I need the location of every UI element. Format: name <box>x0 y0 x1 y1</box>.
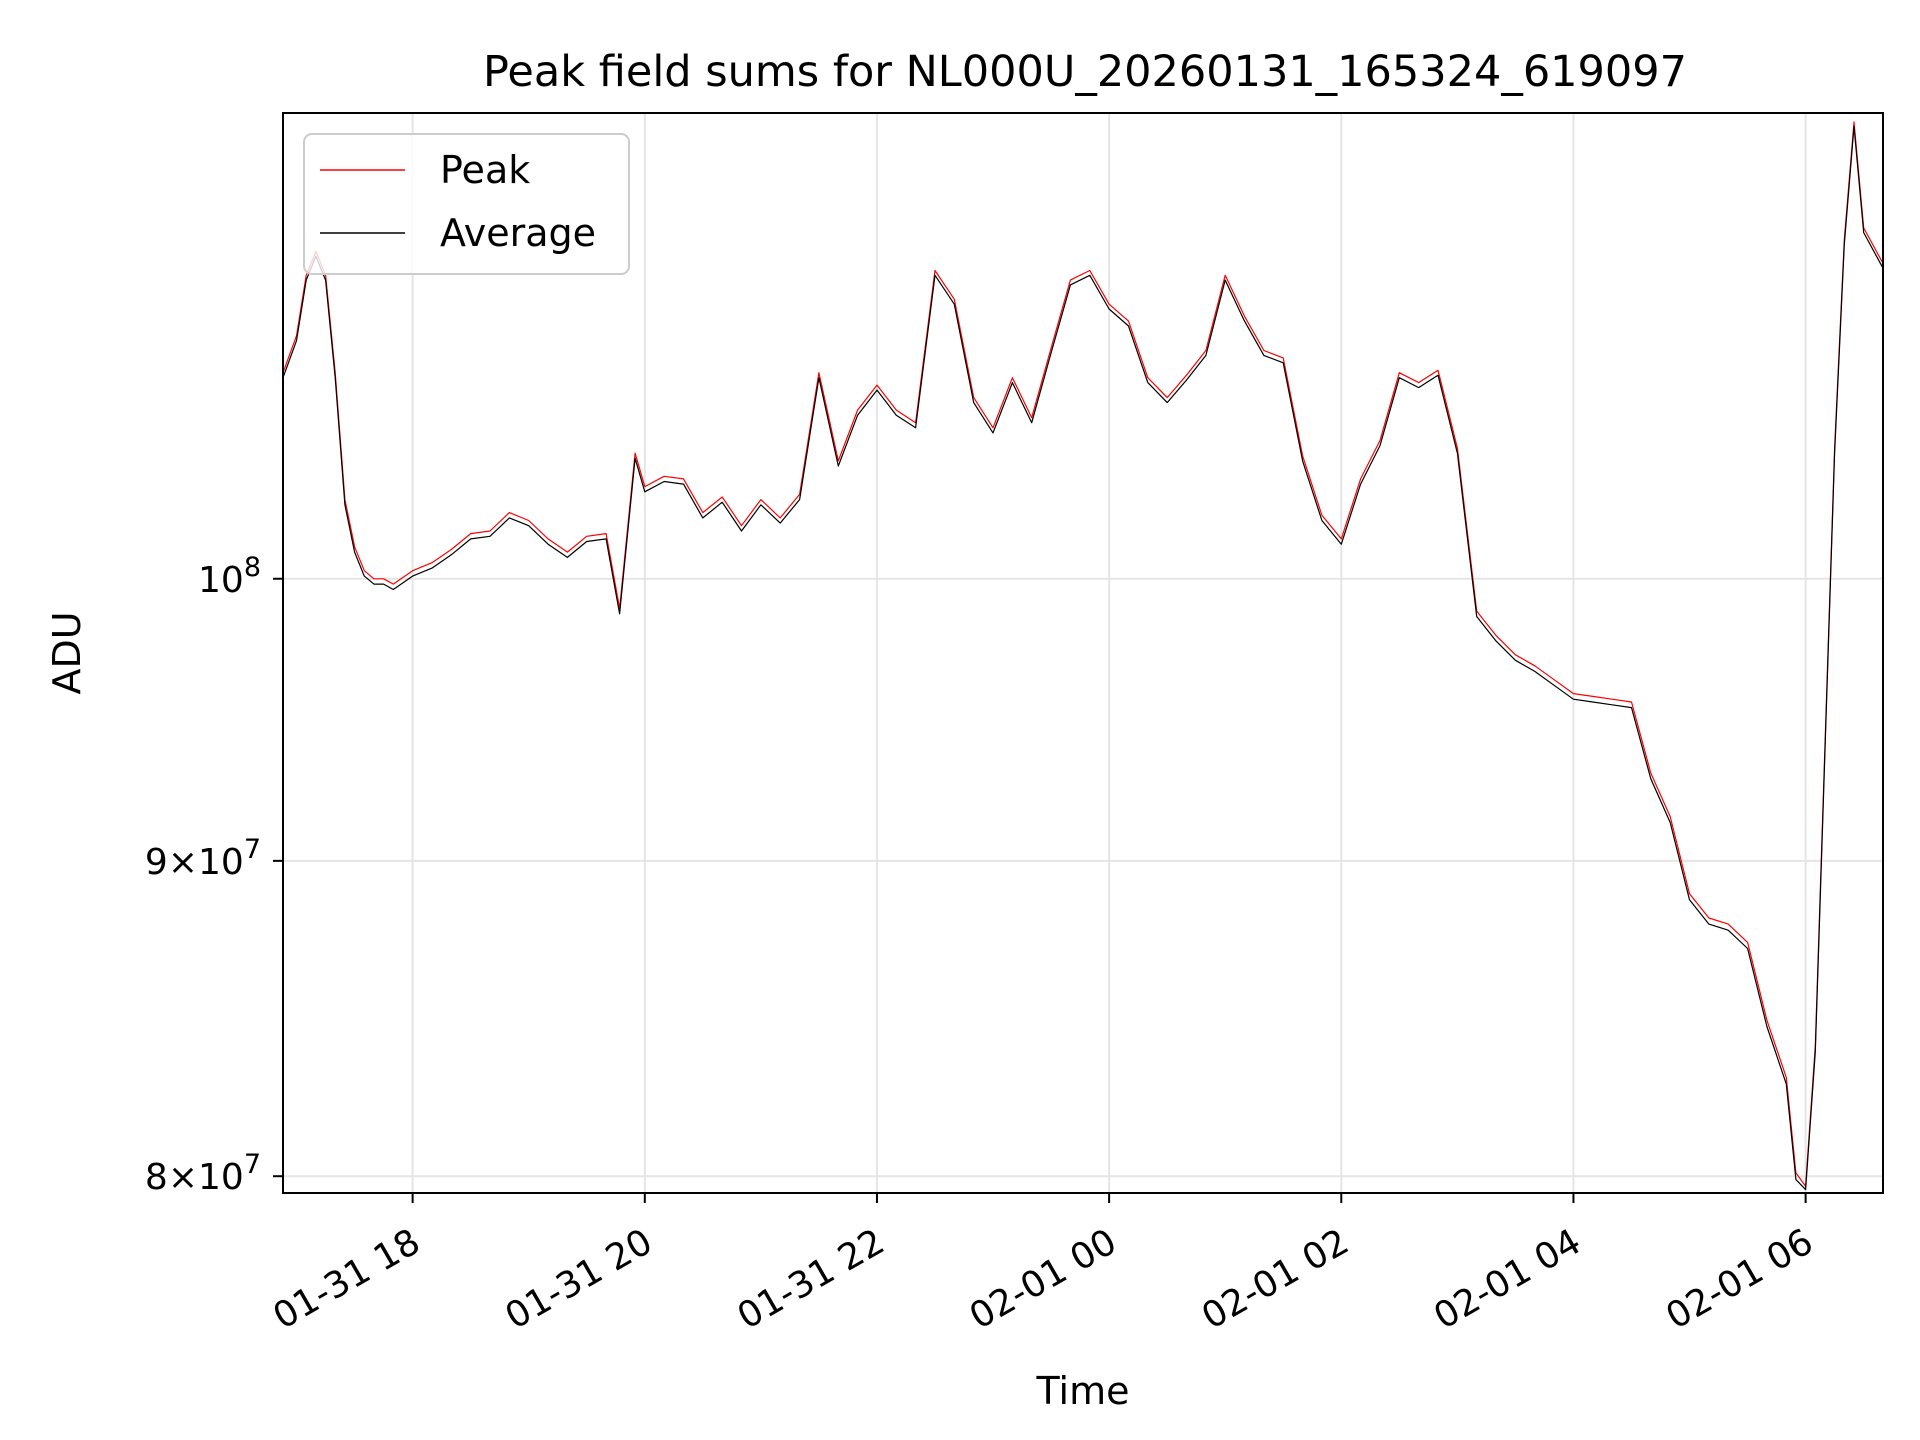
legend-label-peak: Peak <box>440 148 530 192</box>
y-tick-label: 8×107 <box>145 1149 261 1198</box>
legend: Peak Average <box>303 133 630 275</box>
x-gridlines <box>411 113 1807 1193</box>
legend-box <box>303 133 630 275</box>
plot-area <box>283 113 1883 1193</box>
series-line-average <box>282 125 1884 1191</box>
chart-title: Peak field sums for NL000U_20260131_1653… <box>483 47 1687 97</box>
plot-frame <box>282 112 1884 1194</box>
series-layer <box>282 121 1884 1191</box>
y-tick-label: 108 <box>198 552 261 601</box>
y-gridlines <box>283 577 1883 1178</box>
y-tick-label: 9×107 <box>145 834 261 883</box>
y-axis: 8×107 9×107 108 <box>145 552 283 1198</box>
legend-label-average: Average <box>440 211 596 255</box>
y-axis-label: ADU <box>45 611 89 694</box>
x-axis-label: Time <box>1036 1369 1130 1413</box>
series-line-peak <box>282 121 1884 1187</box>
